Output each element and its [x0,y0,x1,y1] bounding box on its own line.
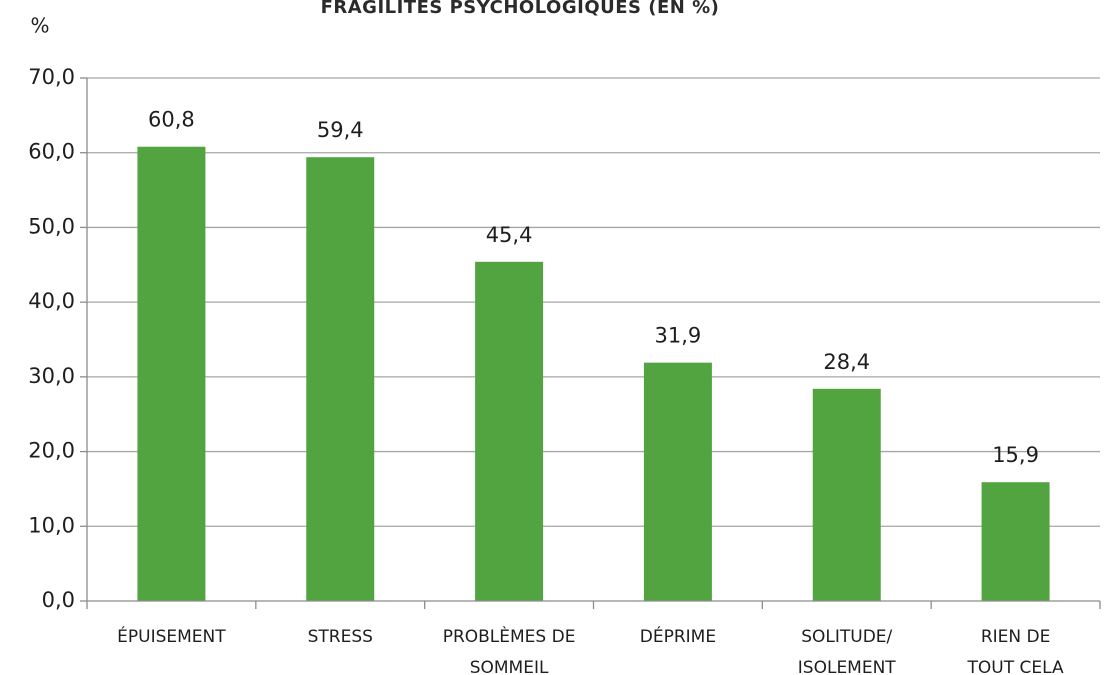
data-label: 31,9 [655,324,702,348]
data-label: 45,4 [486,223,533,247]
y-tick-label: 0,0 [42,588,75,612]
x-category-label: DÉPRIME [640,625,716,647]
x-category-label: SOLITUDE/ [801,627,892,647]
x-category-label: SOMMEIL [470,658,549,675]
bar [981,482,1050,601]
x-category-label: RIEN DE [981,627,1051,647]
data-label: 59,4 [317,118,364,142]
y-tick-label: 30,0 [28,364,75,388]
bar [812,388,881,601]
y-tick-label: 40,0 [28,289,75,313]
x-category-label: STRESS [308,627,373,647]
y-tick-label: 20,0 [28,439,75,463]
bar [475,261,544,601]
x-category-label: PROBLÈMES DE [443,625,576,647]
chart-title: FRAGILITÉS PSYCHOLOGIQUES (EN %) [321,0,720,18]
bar [306,157,375,601]
data-label: 15,9 [992,443,1039,467]
y-tick-label: 60,0 [28,140,75,164]
x-category-label: ÉPUISEMENT [117,625,226,647]
x-category-label: TOUT CELA [967,658,1064,675]
y-axis-unit: % [30,14,49,38]
bar [643,362,712,601]
axis-layer: 0,0 10,0 20,0 30,0 40,0 50,0 60,0 70,0 [28,65,1101,612]
y-tick-label: 10,0 [28,513,75,537]
data-label: 60,8 [148,108,195,132]
grid-layer [87,77,1100,527]
data-label: 28,4 [823,350,870,374]
y-tick-label: 70,0 [28,65,75,89]
bar [137,146,206,602]
y-tick-label: 50,0 [28,214,75,238]
x-category-label: ISOLEMENT [798,658,897,675]
label-layer: 60,8 ÉPUISEMENT 59,4 STRESS 45,4 PROBLÈMES DE… [117,108,1064,675]
bar-layer [137,146,1050,602]
